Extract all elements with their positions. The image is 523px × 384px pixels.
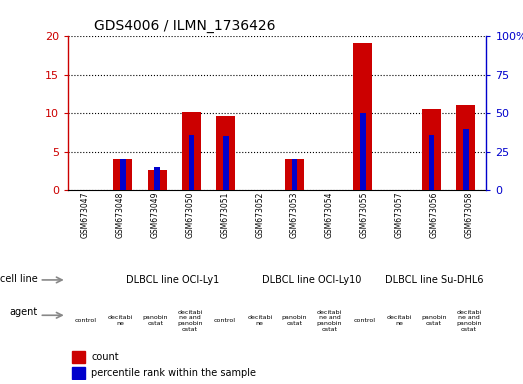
Text: control: control: [214, 318, 236, 323]
Text: DLBCL line OCI-Ly1: DLBCL line OCI-Ly1: [126, 275, 219, 285]
Text: GSM673053: GSM673053: [290, 192, 299, 238]
Bar: [422, 109, 441, 190]
Bar: [120, 159, 126, 190]
Text: decitabi
ne: decitabi ne: [247, 315, 272, 326]
Text: control: control: [354, 318, 376, 323]
Bar: [360, 113, 366, 190]
Text: panobin
ostat: panobin ostat: [282, 315, 308, 326]
Text: decitabi
ne and
panobin
ostat: decitabi ne and panobin ostat: [456, 310, 482, 332]
Bar: [285, 159, 304, 190]
Text: GDS4006 / ILMN_1736426: GDS4006 / ILMN_1736426: [94, 19, 276, 33]
Bar: [457, 105, 475, 190]
Text: DLBCL line OCI-Ly10: DLBCL line OCI-Ly10: [263, 275, 362, 285]
Bar: [113, 159, 132, 190]
Text: DLBCL line Su-DHL6: DLBCL line Su-DHL6: [385, 275, 483, 285]
Bar: [72, 351, 85, 363]
Text: panobin
ostat: panobin ostat: [142, 315, 168, 326]
Bar: [154, 167, 160, 190]
Bar: [182, 112, 201, 190]
Text: cell line: cell line: [0, 274, 38, 284]
Text: GSM673054: GSM673054: [325, 192, 334, 238]
Text: panobin
ostat: panobin ostat: [422, 315, 447, 326]
Text: control: control: [74, 318, 96, 323]
Bar: [463, 129, 469, 190]
Text: count: count: [91, 352, 119, 362]
Text: decitabi
ne: decitabi ne: [386, 315, 412, 326]
Text: percentile rank within the sample: percentile rank within the sample: [91, 367, 256, 377]
Text: GSM673050: GSM673050: [186, 192, 195, 238]
Bar: [147, 170, 167, 190]
Bar: [354, 43, 372, 190]
Text: decitabi
ne and
panobin
ostat: decitabi ne and panobin ostat: [317, 310, 342, 332]
Text: GSM673057: GSM673057: [395, 192, 404, 238]
Bar: [217, 116, 235, 190]
Text: decitabi
ne: decitabi ne: [108, 315, 133, 326]
Bar: [291, 159, 297, 190]
Text: GSM673055: GSM673055: [360, 192, 369, 238]
Bar: [429, 135, 434, 190]
Bar: [189, 135, 194, 190]
Bar: [223, 136, 229, 190]
Text: GSM673051: GSM673051: [220, 192, 230, 238]
Text: GSM673058: GSM673058: [464, 192, 473, 238]
Text: GSM673056: GSM673056: [429, 192, 439, 238]
Text: agent: agent: [9, 308, 38, 318]
Text: GSM673048: GSM673048: [116, 192, 125, 238]
Text: decitabi
ne and
panobin
ostat: decitabi ne and panobin ostat: [177, 310, 203, 332]
Text: GSM673047: GSM673047: [81, 192, 90, 238]
Text: GSM673052: GSM673052: [255, 192, 264, 238]
Text: GSM673049: GSM673049: [151, 192, 160, 238]
Bar: [72, 367, 85, 379]
